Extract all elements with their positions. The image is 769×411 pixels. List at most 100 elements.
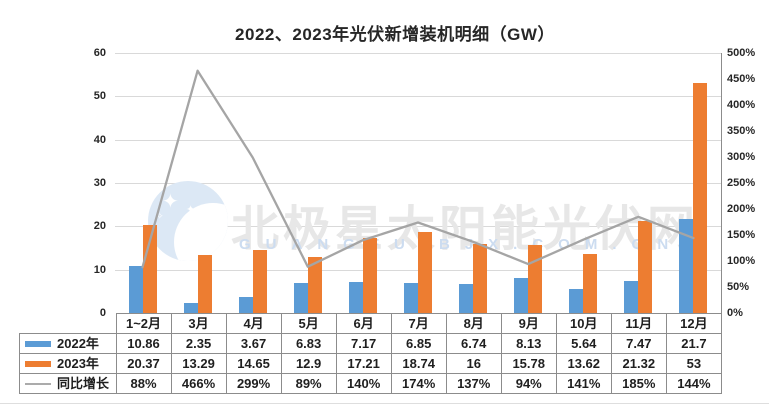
cell-2023年-9月: 15.78 <box>500 353 557 374</box>
cell-2022年-9月: 8.13 <box>500 333 557 354</box>
left-axis-tick-50: 50 <box>93 90 106 103</box>
gridline-60 <box>115 53 721 54</box>
cell-2022年-12月: 21.7 <box>665 333 723 354</box>
right-axis-tick-300pct: 300% <box>727 151 756 163</box>
cell-同比增长-5月: 89% <box>280 373 337 394</box>
cell-2023年-12月: 53 <box>665 353 723 374</box>
gridline-20 <box>115 226 721 228</box>
left-axis-tick-60: 60 <box>93 47 106 59</box>
left-axis-tick-10: 10 <box>93 263 106 276</box>
cell-同比增长-3月: 466% <box>170 373 227 394</box>
right-axis-tick-400pct: 400% <box>727 99 756 111</box>
table-corner <box>20 314 117 334</box>
right-axis-tick-250pct: 250% <box>727 177 756 189</box>
month-header-11月: 11月 <box>610 313 667 334</box>
bar-2022年-12月 <box>679 218 694 313</box>
cell-2023年-6月: 17.21 <box>335 353 392 374</box>
cell-2022年-5月: 6.83 <box>280 333 337 354</box>
left-axis-tick-0: 0 <box>99 307 106 319</box>
cell-2022年-7月: 6.85 <box>390 333 447 354</box>
cell-2022年-1~2月: 10.86 <box>115 333 172 354</box>
month-header-6月: 6月 <box>335 313 392 334</box>
legend-label-2023年: 2023年 <box>57 356 99 371</box>
left-axis-tick-40: 40 <box>93 133 106 146</box>
cell-同比增长-11月: 185% <box>610 373 667 394</box>
table-row-2022年: 2022年 10.86 2.35 3.67 6.83 7.17 6.85 6.74 8.13 5.… <box>19 333 723 354</box>
cell-2022年-11月: 7.47 <box>610 333 667 354</box>
legend-cell-同比增长: 同比增长 <box>19 373 117 394</box>
right-axis-tick-450pct: 450% <box>727 73 756 85</box>
legend-swatch-同比增长 <box>25 382 51 385</box>
month-header-10月: 10月 <box>555 313 612 334</box>
bar-2022年-4月 <box>238 297 253 313</box>
legend-cell-2022年: 2022年 <box>19 333 117 354</box>
month-header-1~2月: 1~2月 <box>115 313 172 334</box>
chart-title: 2022、2023年光伏新增装机明细（GW） <box>235 25 555 44</box>
bar-2022年-6月 <box>348 281 363 313</box>
cell-同比增长-1~2月: 88% <box>115 373 172 394</box>
right-axis-tick-150pct: 150% <box>727 229 756 241</box>
bar-2022年-3月 <box>183 302 198 313</box>
left-axis-tick-20: 20 <box>93 220 106 233</box>
bar-2023年-4月 <box>252 249 267 313</box>
bar-2022年-11月 <box>624 280 639 313</box>
bar-2022年-7月 <box>404 283 418 313</box>
bar-2023年-8月 <box>473 243 488 313</box>
cell-同比增长-9月: 94% <box>500 373 557 394</box>
plot-area: ✦ ✦ ✧ 北极星太阳能光伏网 GUANGFU.BJX.COM.CN <box>115 53 722 313</box>
right-axis-tick-500pct: 500% <box>727 47 756 59</box>
cell-同比增长-8月: 137% <box>445 373 502 394</box>
cell-2023年-11月: 21.32 <box>610 353 667 374</box>
cell-2022年-4月: 3.67 <box>225 333 282 354</box>
bar-2023年-6月 <box>362 238 377 313</box>
bar-2023年-7月 <box>418 231 432 313</box>
cell-2023年-4月: 14.65 <box>225 353 282 374</box>
bar-2023年-12月 <box>693 83 708 313</box>
month-header-4月: 4月 <box>225 313 282 334</box>
growth-line <box>141 69 695 269</box>
bar-2023年-11月 <box>638 220 653 313</box>
cell-2023年-8月: 16 <box>445 353 502 374</box>
cell-同比增长-10月: 141% <box>555 373 612 394</box>
bar-2023年-3月 <box>197 255 212 313</box>
cell-同比增长-6月: 140% <box>335 373 392 394</box>
cell-2022年-10月: 5.64 <box>555 333 612 354</box>
legend-label-2022年: 2022年 <box>57 336 99 351</box>
cell-2022年-8月: 6.74 <box>445 333 502 354</box>
cell-2023年-5月: 12.9 <box>280 353 337 374</box>
month-header-9月: 9月 <box>500 313 557 334</box>
cell-2023年-1~2月: 20.37 <box>115 353 172 374</box>
bar-2022年-1~2月 <box>128 265 143 313</box>
legend-label-同比增长: 同比增长 <box>57 376 110 391</box>
bar-2022年-8月 <box>459 283 474 313</box>
cell-同比增长-12月: 144% <box>665 373 723 394</box>
month-header-12月: 12月 <box>665 313 723 334</box>
cell-2023年-3月: 13.29 <box>170 353 227 374</box>
cell-同比增长-4月: 299% <box>225 373 282 394</box>
right-axis-tick-50pct: 50% <box>727 281 750 293</box>
cell-2023年-10月: 13.62 <box>555 353 612 374</box>
bar-2022年-5月 <box>293 283 308 313</box>
bar-2023年-5月 <box>307 257 322 313</box>
gridline-30 <box>115 183 721 184</box>
bar-2022年-10月 <box>569 288 584 313</box>
cell-2022年-3月: 2.35 <box>170 333 227 354</box>
cell-2023年-7月: 18.74 <box>390 353 447 374</box>
legend-cell-2023年: 2023年 <box>19 353 117 374</box>
month-header-3月: 3月 <box>170 313 227 334</box>
right-axis-tick-200pct: 200% <box>727 203 756 215</box>
gridline-50 <box>115 96 721 98</box>
table-row-2023年: 2023年 20.37 13.29 14.65 12.9 17.21 18.74 16 15.7… <box>19 353 723 374</box>
right-axis-tick-0pct: 0% <box>727 307 743 319</box>
legend-swatch-2022年 <box>25 340 51 347</box>
bar-2023年-10月 <box>583 253 598 313</box>
data-table: 1~2月 3月 4月 5月 6月 7月 8月 9月 10月 11月 12月 2022年 10.86 2.3… <box>19 313 723 394</box>
bottom-divider <box>0 403 769 404</box>
legend-swatch-2023年 <box>25 360 51 367</box>
right-axis-tick-350pct: 350% <box>727 125 756 137</box>
gridline-40 <box>115 139 721 141</box>
month-header-7月: 7月 <box>390 313 447 334</box>
month-header-5月: 5月 <box>280 313 337 334</box>
cell-2022年-6月: 7.17 <box>335 333 392 354</box>
